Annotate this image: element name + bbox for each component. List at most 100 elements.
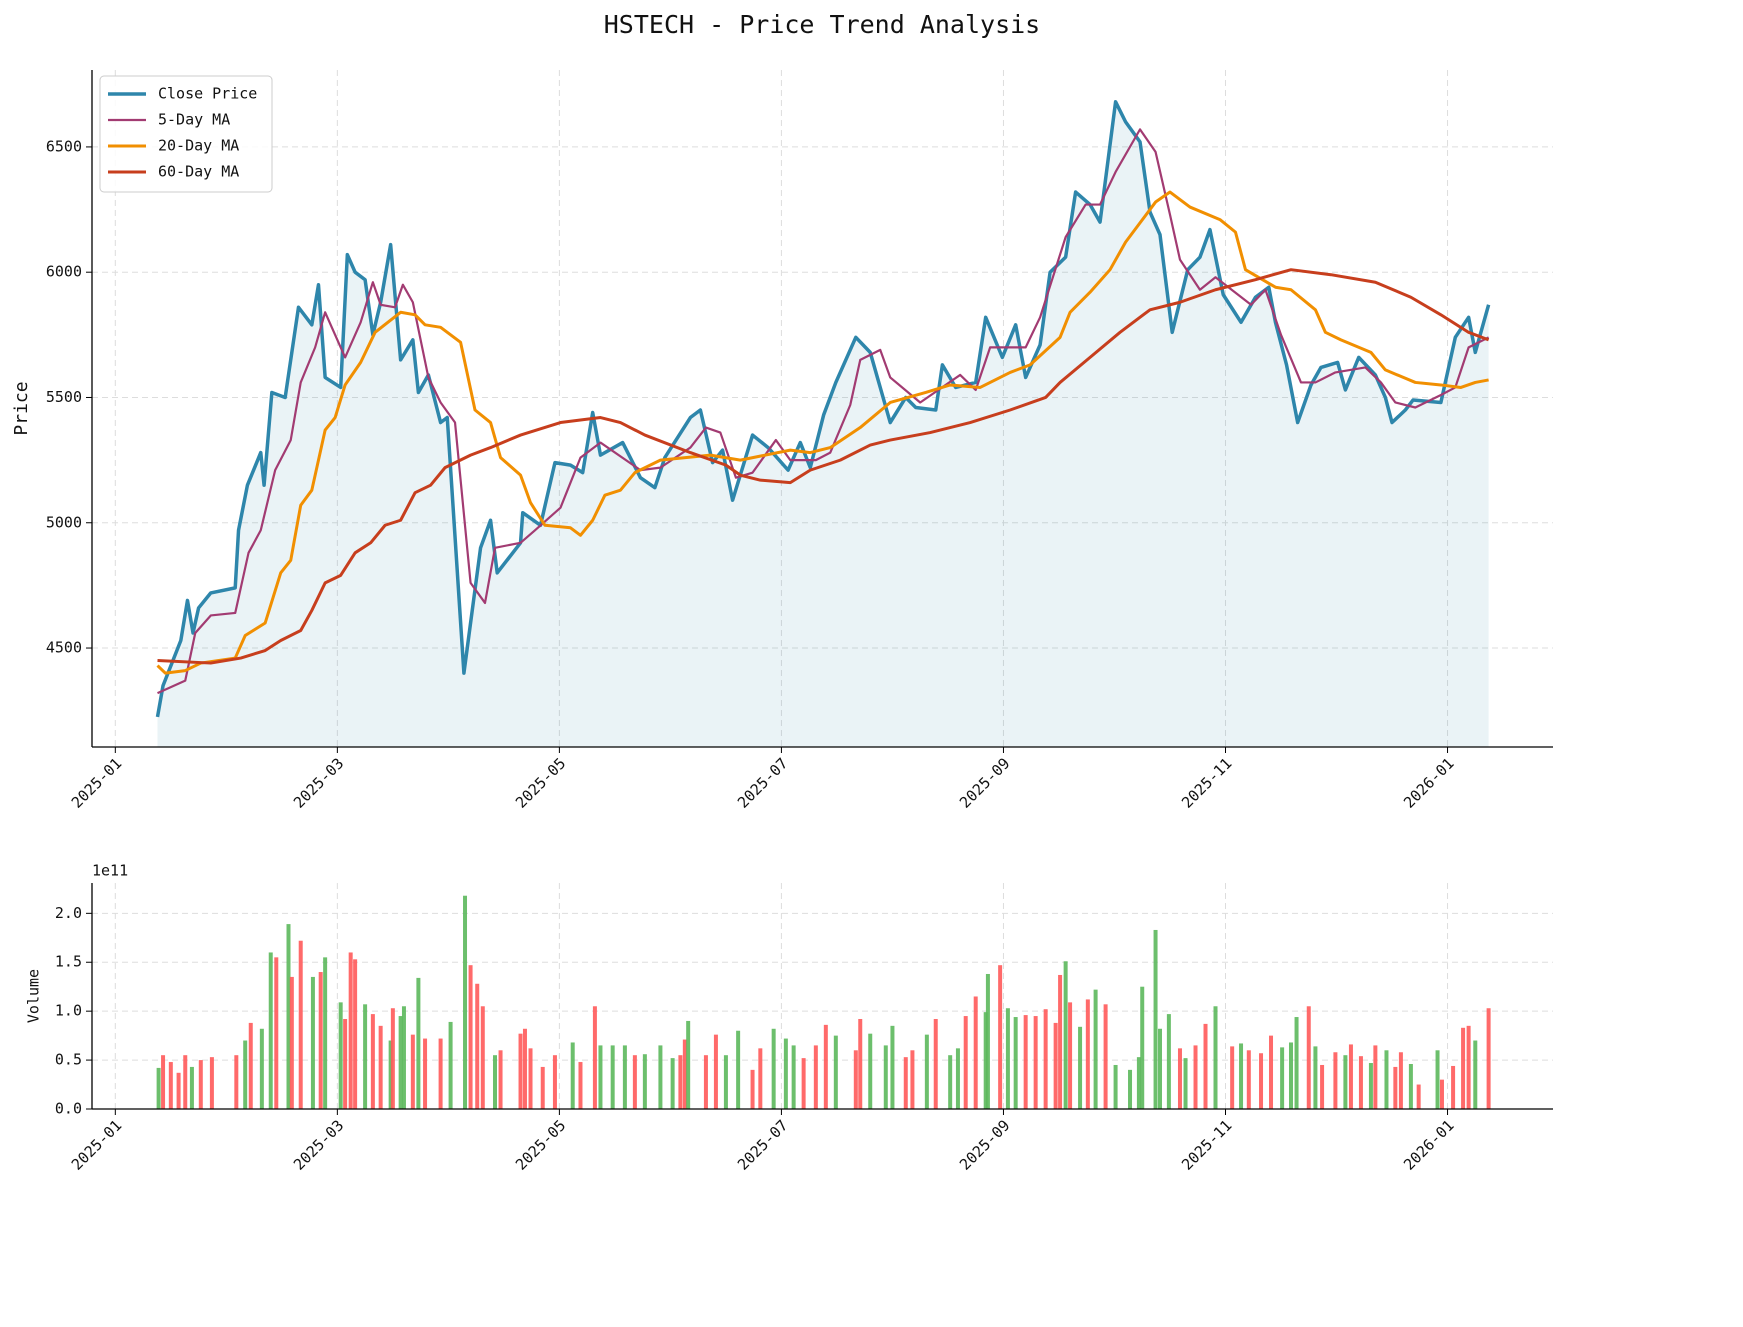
volume-bar — [1053, 1022, 1058, 1109]
volume-bar — [338, 1002, 343, 1109]
y-tick-label: 5500 — [46, 388, 82, 406]
volume-bar — [570, 1042, 575, 1109]
offset-text: 1e11 — [92, 862, 128, 880]
line-series — [156, 190, 1489, 675]
volume-bar — [1408, 1063, 1413, 1109]
volume-bar — [758, 1048, 763, 1109]
volume-bar — [348, 952, 353, 1109]
volume-bar — [703, 1055, 708, 1109]
volume-bar — [310, 976, 315, 1109]
volume-bar — [522, 1028, 527, 1109]
volume-bar — [833, 1035, 838, 1109]
x-tick-label: 2026-01 — [1400, 1116, 1457, 1173]
legend-box — [99, 75, 273, 193]
volume-bar — [1113, 1064, 1118, 1109]
volume-bar — [723, 1055, 728, 1109]
line-series — [157, 268, 1490, 665]
volume-bar — [1230, 1046, 1235, 1109]
volume-bar — [323, 957, 328, 1109]
volume-bar — [1085, 999, 1090, 1109]
volume-bar — [475, 983, 480, 1109]
volume-bar — [1140, 986, 1145, 1109]
volume-bar — [985, 973, 990, 1109]
y-tick-label: 4500 — [46, 639, 82, 657]
volume-bar — [189, 1066, 194, 1109]
volume-bar — [1033, 1016, 1038, 1109]
volume-bar — [398, 1016, 403, 1109]
legend-label: 5-Day MA — [158, 111, 230, 129]
volume-bar — [298, 940, 303, 1109]
volume-bar — [1023, 1015, 1028, 1109]
legend-label: 20-Day MA — [158, 137, 239, 155]
volume-bar — [598, 1045, 603, 1109]
y-tick-label: 1.5 — [55, 953, 82, 971]
volume-bar — [771, 1028, 776, 1109]
volume-bar — [528, 1048, 533, 1109]
volume-bar — [1058, 974, 1063, 1109]
volume-bar — [1416, 1084, 1421, 1109]
volume-bar — [518, 1033, 523, 1109]
volume-bar — [910, 1050, 915, 1109]
volume-bar — [955, 1048, 960, 1109]
volume-bar — [1177, 1048, 1182, 1109]
x-tick-label: 2025-01 — [68, 754, 125, 811]
volume-bar — [1063, 961, 1068, 1109]
volume-bar — [492, 1055, 497, 1109]
volume-bar — [1078, 1026, 1083, 1109]
x-tick-label: 2025-03 — [290, 1116, 347, 1173]
volume-bar — [890, 1025, 895, 1109]
x-tick-label: 2025-05 — [512, 754, 569, 811]
volume-bar — [801, 1058, 806, 1109]
volume-bar — [363, 1004, 368, 1109]
volume-bar — [438, 1038, 443, 1109]
volume-bar — [1343, 1055, 1348, 1109]
y-axis-label: Price — [11, 381, 32, 435]
volume-bar — [370, 1014, 375, 1109]
volume-bar — [1005, 1008, 1010, 1109]
volume-bar — [161, 1055, 166, 1109]
volume-bar — [632, 1055, 637, 1109]
volume-bar — [1435, 1050, 1440, 1109]
volume-bar — [592, 1006, 597, 1109]
volume-bar — [463, 895, 468, 1109]
volume-bar — [1333, 1052, 1338, 1109]
axes: 2025-01 2025-03 2025-05 2025-07 2025-09 2025-… — [11, 70, 1553, 812]
volume-bar — [388, 1040, 393, 1109]
y-tick-label: 2.0 — [55, 904, 82, 922]
volume-bar — [198, 1060, 203, 1109]
y-tick-label: 6000 — [46, 263, 82, 281]
volume-bar — [1398, 1052, 1403, 1109]
volume-bar — [750, 1069, 755, 1109]
volume-bar — [1166, 1014, 1171, 1109]
volume-bar — [678, 1055, 683, 1109]
volume-bar — [183, 1055, 188, 1109]
volume-bar — [813, 1045, 818, 1109]
volume-bar — [1093, 989, 1098, 1109]
volume-bar — [1203, 1023, 1208, 1109]
volume-bar — [1306, 1006, 1311, 1109]
volume-bar — [924, 1034, 929, 1109]
volume-bar — [1193, 1045, 1198, 1109]
volume-bar — [791, 1045, 796, 1109]
line-series — [157, 128, 1490, 695]
volume-bar — [658, 1045, 663, 1109]
volume-bar — [682, 1039, 687, 1109]
volume-bar — [1466, 1025, 1471, 1109]
legend: Close Price 5-Day MA 20-Day MA 60-Day MA — [99, 75, 273, 193]
volume-bar — [401, 1006, 406, 1109]
volume-bar — [686, 1020, 691, 1109]
volume-bar — [642, 1054, 647, 1109]
volume-bar — [1473, 1040, 1478, 1109]
volume-bar — [248, 1022, 253, 1109]
volume-bar — [973, 996, 978, 1109]
volume-bar — [480, 1006, 485, 1109]
volume-bar — [883, 1045, 888, 1109]
x-tick-label: 2025-09 — [956, 754, 1013, 811]
volume-bar — [318, 972, 323, 1109]
x-tick-label: 2025-07 — [734, 754, 791, 811]
volume-bar — [274, 957, 279, 1109]
x-tick-label: 2025-01 — [68, 1116, 125, 1173]
volume-bar — [1280, 1047, 1285, 1109]
